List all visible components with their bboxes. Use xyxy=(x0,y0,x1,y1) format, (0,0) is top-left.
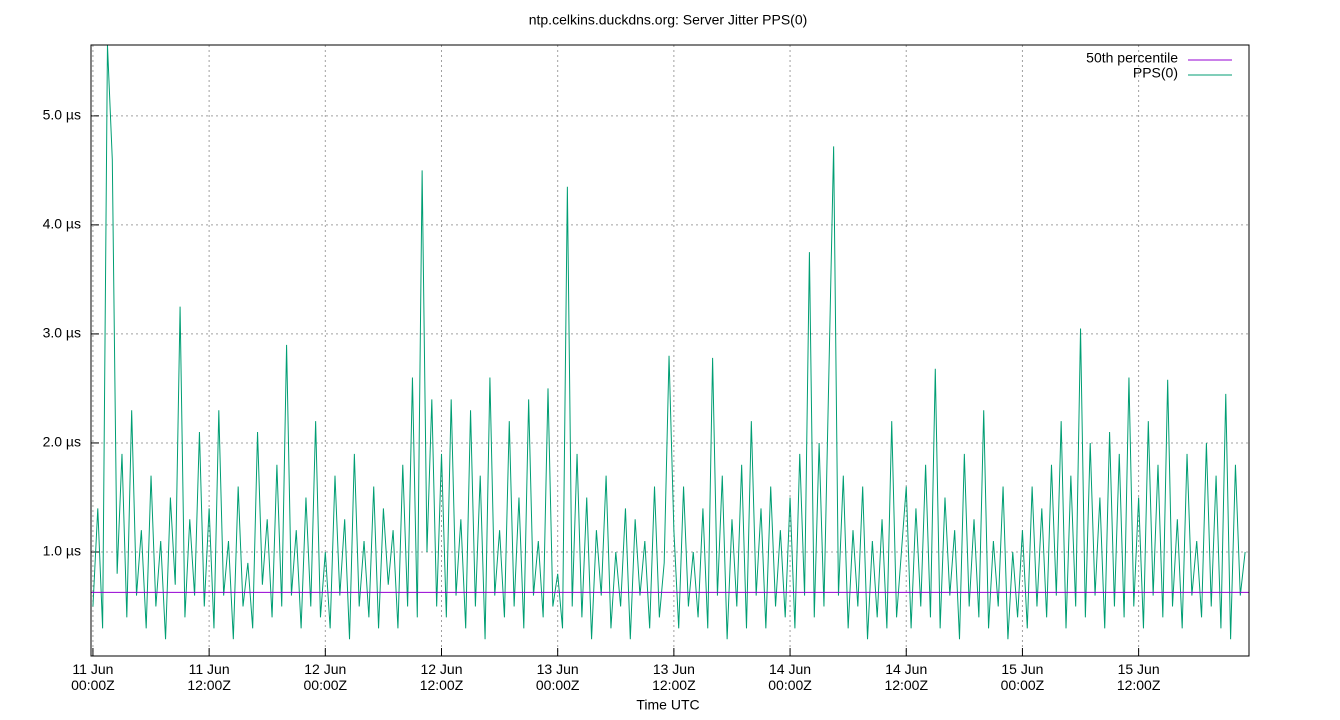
x-tick-label: 15 Jun 00:00Z xyxy=(1000,661,1045,693)
y-tick-label: 3.0 µs xyxy=(43,325,81,341)
legend-label: 50th percentile xyxy=(1086,50,1178,66)
y-tick-label: 5.0 µs xyxy=(43,107,81,123)
x-tick-label: 14 Jun 12:00Z xyxy=(884,661,929,693)
plot-border xyxy=(90,44,1250,657)
data-line xyxy=(92,44,1246,640)
x-tick-label: 14 Jun 00:00Z xyxy=(768,661,812,693)
x-tick-label: 13 Jun 00:00Z xyxy=(535,661,580,693)
x-tick-label: 12 Jun 12:00Z xyxy=(419,661,464,693)
y-tick-label: 4.0 µs xyxy=(43,216,81,232)
x-tick-label: 11 Jun 00:00Z xyxy=(71,661,115,693)
chart-title: ntp.celkins.duckdns.org: Server Jitter P… xyxy=(529,12,808,28)
x-axis-label: Time UTC xyxy=(636,697,699,713)
y-tick-label: 1.0 µs xyxy=(43,543,81,559)
x-tick-label: 11 Jun 12:00Z xyxy=(187,661,231,693)
x-tick-label: 12 Jun 00:00Z xyxy=(303,661,348,693)
y-tick-label: 2.0 µs xyxy=(43,434,81,450)
legend-label: PPS(0) xyxy=(1133,65,1178,81)
x-tick-label: 13 Jun 12:00Z xyxy=(652,661,696,693)
x-tick-label: 15 Jun 12:00Z xyxy=(1116,661,1161,693)
